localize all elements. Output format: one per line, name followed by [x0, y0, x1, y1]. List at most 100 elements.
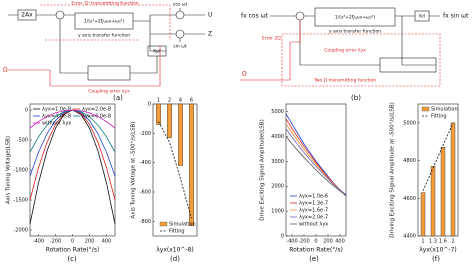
label: sin ωt — [173, 44, 187, 50]
legend-label: λyx=6.0e-8 — [82, 114, 111, 120]
category-label: 2 — [168, 98, 171, 104]
x-tick-label: 200 — [85, 239, 95, 245]
x-tick-label: 0 — [314, 239, 317, 245]
sum — [295, 11, 305, 21]
label: Ω — [242, 71, 247, 78]
legend-swatch — [159, 221, 168, 227]
legend-label: Simulation — [431, 107, 458, 113]
y-axis-title: Driving Exciting Signal Amplitude at -50… — [390, 102, 396, 238]
error-box — [40, 4, 171, 41]
y-tick-label: 3000 — [271, 159, 284, 165]
bar — [167, 103, 172, 138]
series-line — [285, 128, 347, 195]
y-tick-label: -500 — [17, 138, 28, 144]
category-label: 1.6 — [439, 239, 447, 245]
error-path — [8, 46, 161, 87]
y-tick-label: -1500 — [13, 198, 28, 204]
legend-label: λyx=1.0e-6 — [299, 194, 328, 200]
bar — [440, 147, 446, 237]
series-line — [422, 122, 454, 191]
label: y axis transfer function — [78, 33, 130, 39]
legend-label: Fitting — [169, 229, 185, 235]
x-tick-label: 0 — [71, 239, 74, 245]
label: 2Ax — [21, 12, 33, 19]
y-tick-label: -200 — [140, 131, 151, 137]
y-tick-label: -2000 — [13, 228, 28, 234]
legend-label: Simulation — [169, 222, 196, 228]
x-tick-label: -400 — [33, 239, 44, 245]
y-tick-label: -1000 — [13, 168, 28, 174]
error-box — [281, 33, 441, 87]
label: fx sin ωt — [443, 13, 469, 20]
y-tick-label: 0 — [148, 102, 151, 108]
series-line — [158, 121, 192, 219]
sum — [55, 10, 65, 20]
category-label: 1.3 — [429, 239, 437, 245]
label: Error 'Ω' transmitting function — [71, 1, 138, 7]
panel-label: (a) — [113, 94, 123, 102]
y-tick-label: 5000 — [271, 109, 284, 115]
y-tick-label: 5000 — [403, 120, 416, 126]
y-tick-label: -600 — [140, 190, 151, 196]
bar — [450, 122, 456, 237]
y-tick-label: 0 — [281, 234, 284, 240]
x-axis-title: Rotation Rate(°/s) — [46, 247, 100, 254]
legend-label: λyx=1.6e-7 — [299, 208, 328, 214]
y-axis-title: Axis Tuning Voltage(LSB) — [6, 136, 12, 204]
panel-label: (e) — [309, 255, 319, 263]
label: cos ωt — [173, 2, 188, 8]
x-tick-label: 400 — [102, 239, 112, 245]
y-tick-label: 4600 — [403, 196, 416, 202]
x-tick-label: -400 — [286, 239, 297, 245]
series-line — [285, 123, 347, 196]
label: Coupling error λyx — [324, 48, 366, 54]
x-axis-title: λyx(x10^-7) — [419, 247, 457, 254]
y-tick-label: 0 — [25, 108, 28, 114]
y-tick-label: 4400 — [403, 234, 416, 240]
label: Z — [208, 31, 212, 38]
legend-label: λyx=2.0e-7 — [299, 215, 328, 221]
series-line — [29, 109, 116, 129]
x-tick-label: 200 — [323, 239, 333, 245]
legend-label: λyx=2.0e-8 — [82, 107, 111, 113]
y-tick-label: 1000 — [271, 209, 284, 215]
category-label: 2 — [451, 239, 454, 245]
bar — [430, 166, 436, 237]
plot-frame — [152, 103, 198, 237]
label: y axis transfer function — [329, 29, 381, 35]
error-path — [240, 20, 301, 81]
label: Two Ω transmitting function — [313, 78, 376, 84]
y-tick-label: -800 — [140, 219, 151, 225]
label: 1/(s²+2ξω₀s+ω₀²) — [84, 19, 124, 25]
bar — [178, 103, 183, 166]
y-axis-title: Axis Tuning Voltage at -500°/s(LSB) — [131, 121, 137, 218]
legend-label: without λyx — [299, 222, 328, 228]
label: Kpf — [153, 49, 161, 55]
label: Error 2Ω — [262, 36, 281, 42]
y-tick-label: -400 — [140, 160, 151, 166]
legend-label: λyx=1.0e-8 — [42, 107, 71, 113]
plot-frame — [417, 103, 459, 237]
bar — [420, 192, 426, 237]
label: 1/(s²+2ξω₀s+ω₀²) — [335, 15, 375, 21]
category-label: 1 — [157, 98, 160, 104]
y-axis-title: Drive Exciting Signal Amplitude(LSB) — [260, 119, 266, 220]
series-line — [29, 109, 116, 225]
wire — [8, 8, 205, 74]
diagram-a: 2Ax 1/(s²+2ξω₀s+ω₀²) y axis transfer fun… — [3, 1, 212, 95]
y-tick-label: 4000 — [271, 134, 284, 140]
series-line — [285, 136, 347, 196]
label: Ω — [3, 67, 8, 74]
legend-label: λyx=1.3e-7 — [299, 201, 328, 207]
panel-label: (f) — [432, 255, 440, 263]
label: U — [208, 12, 212, 19]
panel-label: (b) — [351, 94, 361, 102]
label: Kd — [419, 14, 425, 20]
x-axis-title: Rotation Rate(°/s) — [289, 247, 343, 254]
wire — [270, 15, 440, 66]
label: fx cos ωt — [241, 13, 269, 20]
series-line — [285, 113, 347, 197]
panel-label: (c) — [67, 255, 77, 263]
panel-label: (d) — [170, 255, 180, 263]
